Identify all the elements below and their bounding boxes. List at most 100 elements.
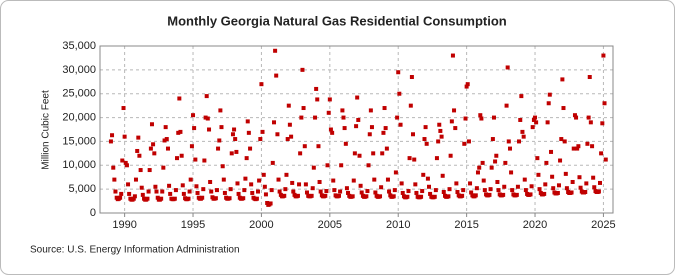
data-point — [514, 192, 519, 197]
data-point — [496, 188, 501, 193]
data-point — [139, 185, 144, 190]
data-point — [328, 127, 333, 132]
data-point — [213, 196, 218, 201]
data-point — [380, 151, 385, 156]
data-point — [367, 132, 372, 137]
data-point — [151, 142, 156, 147]
data-point — [303, 182, 308, 187]
data-point — [391, 194, 396, 199]
data-point — [147, 168, 152, 173]
data-point — [260, 129, 265, 134]
data-point — [295, 193, 300, 198]
data-point — [427, 184, 432, 189]
data-point — [519, 94, 524, 99]
data-point — [272, 120, 277, 125]
data-point — [433, 188, 438, 193]
data-point — [383, 126, 388, 131]
data-point — [359, 190, 364, 195]
data-point — [241, 196, 246, 201]
data-point — [341, 115, 346, 120]
data-point — [313, 115, 318, 120]
data-point — [159, 196, 164, 201]
data-point — [587, 75, 592, 80]
data-point — [400, 190, 405, 195]
data-point — [439, 134, 444, 139]
data-point — [551, 186, 556, 191]
data-point — [149, 122, 154, 127]
data-point — [577, 175, 582, 180]
data-point — [276, 177, 281, 182]
data-point — [481, 178, 486, 183]
data-point — [515, 184, 520, 189]
data-point — [172, 196, 177, 201]
data-point — [214, 188, 219, 193]
data-point — [236, 191, 241, 196]
data-point — [602, 101, 607, 106]
data-point — [121, 106, 126, 111]
data-point — [556, 183, 561, 188]
data-point — [338, 189, 343, 194]
data-point — [230, 132, 235, 137]
data-point — [285, 137, 290, 142]
data-point — [574, 115, 579, 120]
data-point — [521, 134, 526, 139]
x-tick-label: 1995 — [181, 219, 205, 231]
y-tick-label: 30,000 — [62, 64, 96, 76]
data-point — [219, 125, 224, 130]
data-point — [354, 124, 359, 129]
data-point — [385, 177, 390, 182]
data-point — [283, 187, 288, 192]
data-point — [326, 110, 331, 115]
data-point — [187, 189, 192, 194]
data-point — [509, 170, 514, 175]
data-point — [309, 193, 314, 198]
data-point — [452, 108, 457, 113]
data-point — [133, 177, 138, 182]
data-point — [421, 172, 426, 177]
chart-title: Monthly Georgia Natural Gas Residential … — [167, 13, 507, 28]
data-point — [232, 127, 237, 132]
data-point — [468, 181, 473, 186]
data-point — [286, 103, 291, 108]
data-point — [194, 184, 199, 189]
data-point — [437, 122, 442, 127]
x-tick-label: 2005 — [318, 219, 342, 231]
data-point — [311, 165, 316, 170]
data-point — [488, 187, 493, 192]
data-point — [591, 175, 596, 180]
data-point — [364, 194, 369, 199]
data-point — [331, 178, 336, 183]
data-point — [412, 157, 417, 162]
data-point — [124, 163, 129, 168]
data-point — [398, 122, 403, 127]
data-point — [506, 139, 511, 144]
data-point — [339, 163, 344, 168]
data-point — [269, 188, 274, 193]
data-point — [563, 171, 568, 176]
data-point — [537, 187, 542, 192]
data-point — [368, 108, 373, 113]
data-point — [258, 137, 263, 142]
data-point — [396, 70, 401, 75]
data-point — [544, 160, 549, 165]
data-point — [161, 165, 166, 170]
source-note: Source: U.S. Energy Information Administ… — [30, 245, 240, 256]
data-point — [490, 137, 495, 142]
data-point — [287, 122, 292, 127]
data-point — [176, 130, 181, 135]
data-point — [209, 189, 214, 194]
data-point — [592, 185, 597, 190]
data-point — [284, 172, 289, 177]
data-point — [419, 194, 424, 199]
data-point — [127, 191, 132, 196]
data-point — [507, 146, 512, 151]
x-tick-label: 2015 — [454, 219, 478, 231]
y-tick-label: 15,000 — [62, 135, 96, 147]
data-point — [533, 115, 538, 120]
data-point — [304, 190, 309, 195]
data-point — [438, 128, 443, 133]
data-point — [502, 184, 507, 189]
data-point — [534, 120, 539, 125]
data-point — [447, 187, 452, 192]
data-point — [343, 141, 348, 146]
